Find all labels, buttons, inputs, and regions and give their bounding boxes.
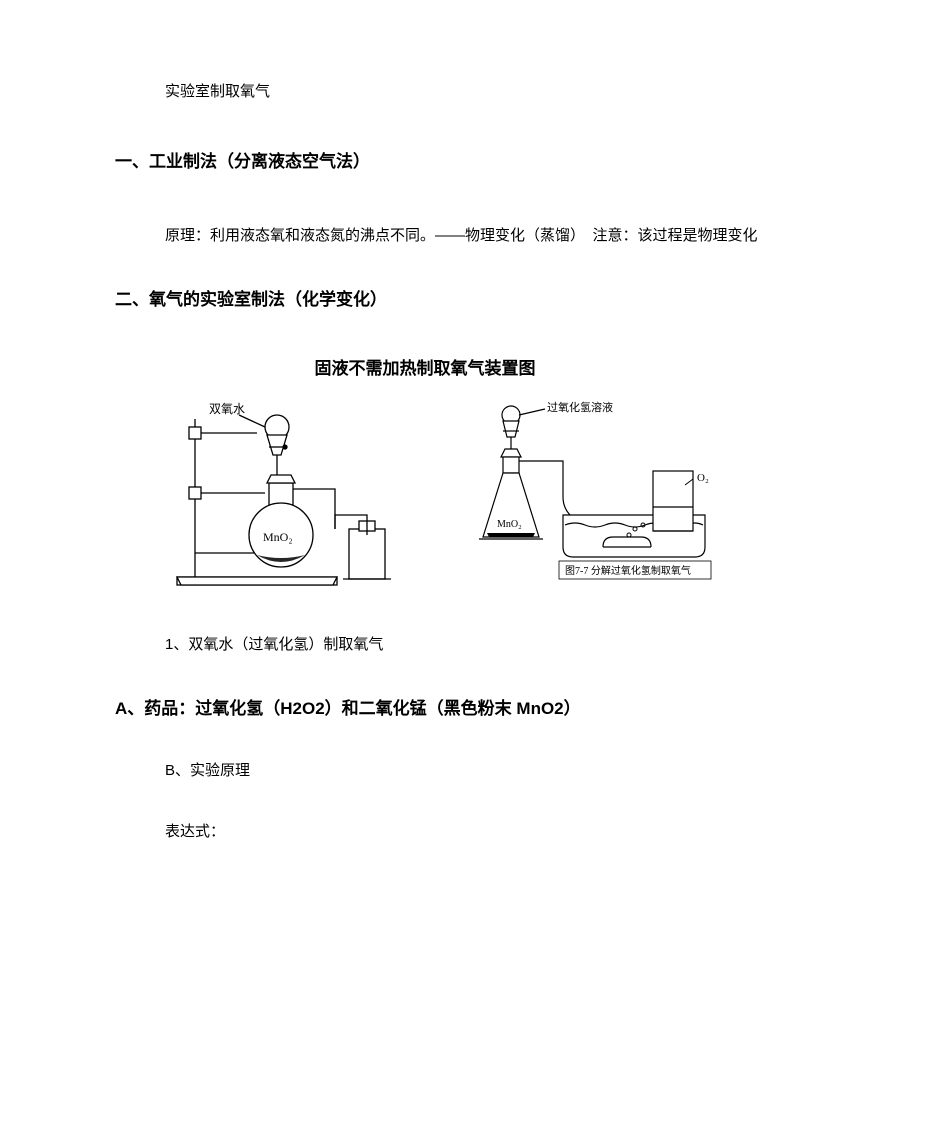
sub-b-line: B、实验原理 — [165, 759, 830, 780]
label-mno2-right: MnO₂ — [497, 519, 522, 530]
apparatus-left-diagram: 双氧水 MnO₂ — [165, 397, 425, 597]
figure-row: 双氧水 MnO₂ — [165, 397, 830, 597]
section1-heading: 一、工业制法（分离液态空气法） — [115, 147, 830, 172]
section1-para-text: 原理：利用液态氧和液态氮的沸点不同。——物理变化（蒸馏） 注意：该过程是物理变化 — [165, 227, 758, 244]
figure-title: 固液不需加热制取氧气装置图 — [165, 354, 685, 379]
label-mno2-left: MnO₂ — [263, 530, 293, 544]
label-o2: O₂ — [697, 472, 709, 484]
apparatus-right-diagram: 过氧化氢溶液 MnO₂ — [453, 397, 733, 597]
label-funnel-left: 双氧水 — [209, 402, 245, 416]
section2-heading: 二、氧气的实验室制法（化学变化） — [115, 285, 830, 310]
figure-right-caption: 图7-7 分解过氧化氢制取氧气 — [565, 564, 691, 577]
item-1: 1、双氧水（过氧化氢）制取氧气 — [165, 633, 830, 654]
doc-title: 实验室制取氧气 — [165, 80, 830, 101]
sub-a-heading: A、药品：过氧化氢（H2O2）和二氧化锰（黑色粉末 MnO2） — [115, 694, 830, 719]
document-page: 实验室制取氧气 一、工业制法（分离液态空气法） 原理：利用液态氧和液态氮的沸点不… — [0, 0, 945, 1123]
figure-block: 固液不需加热制取氧气装置图 — [165, 354, 830, 597]
label-funnel-right: 过氧化氢溶液 — [547, 400, 613, 414]
section1-para: 原理：利用液态氧和液态氮的沸点不同。——物理变化（蒸馏） 注意：该过程是物理变化 — [165, 216, 830, 255]
expression-label: 表达式： — [165, 820, 830, 841]
